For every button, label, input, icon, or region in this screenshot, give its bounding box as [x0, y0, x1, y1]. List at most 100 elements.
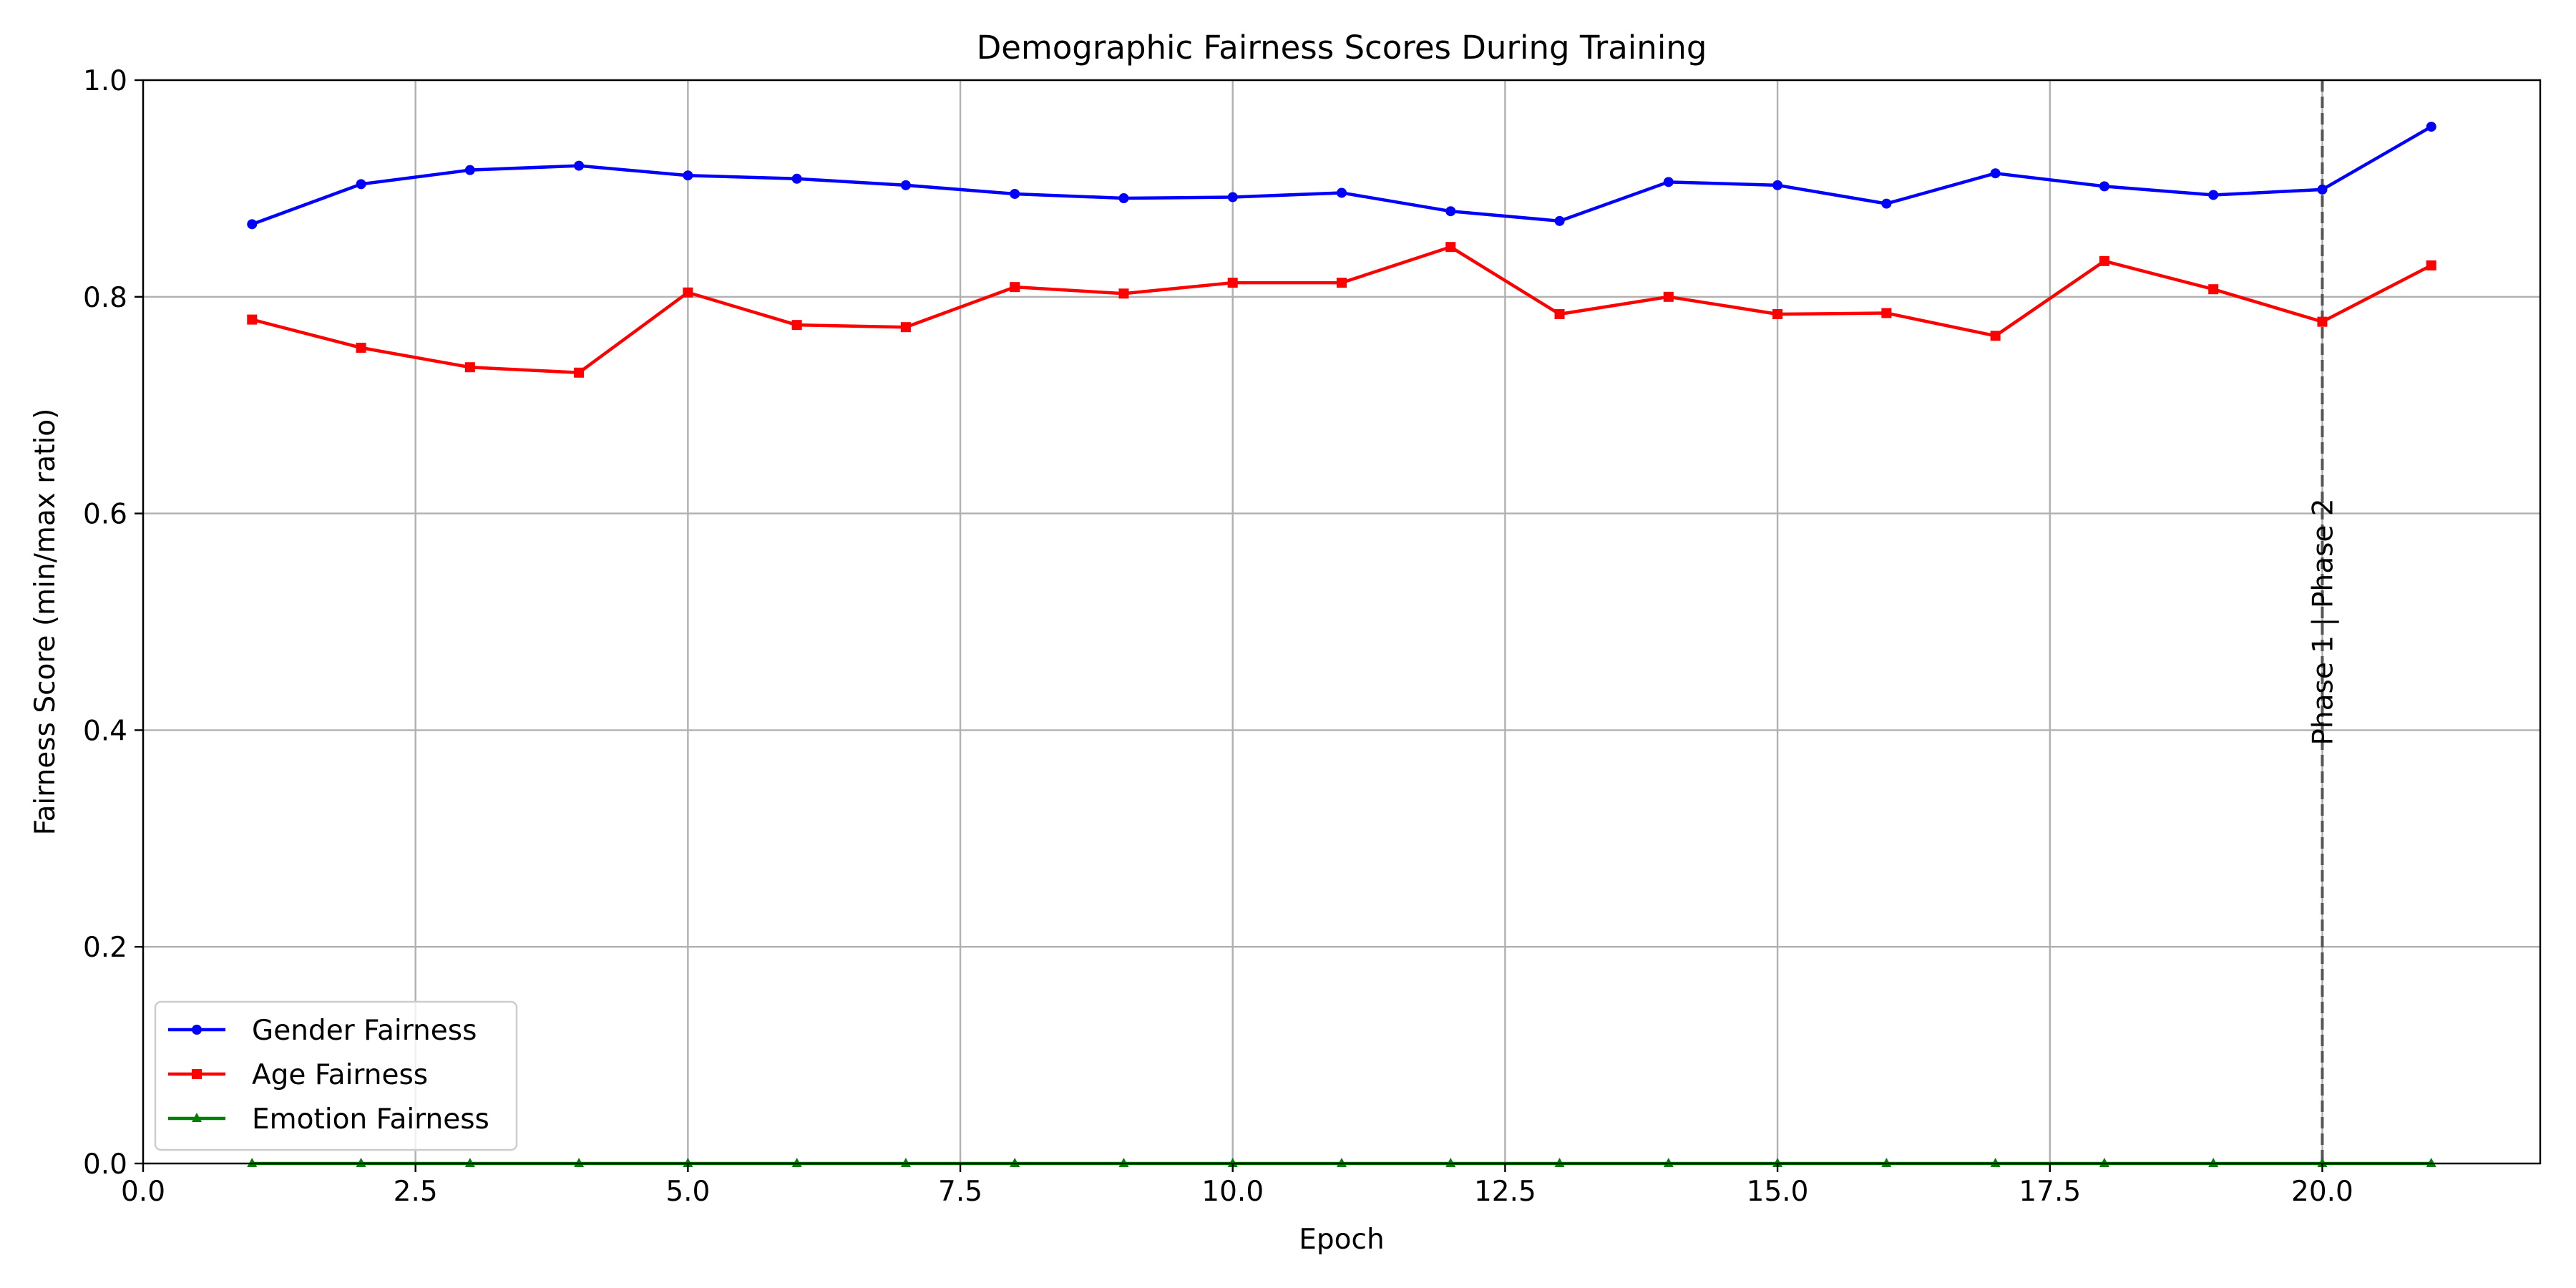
x-tick-label: 12.5: [1474, 1176, 1536, 1208]
gender-fairness-point: [2317, 184, 2328, 195]
x-tick-label: 20.0: [2291, 1176, 2353, 1208]
emotion-fairness-point: [1663, 1158, 1674, 1167]
emotion-fairness-point: [1445, 1158, 1456, 1167]
age-fairness-point: [2208, 284, 2219, 295]
x-tick-label: 5.0: [665, 1176, 710, 1208]
legend-swatch-marker: [192, 1069, 202, 1079]
x-tick-label: 17.5: [2019, 1176, 2081, 1208]
gender-fairness-point: [791, 173, 802, 184]
x-axis-label: Epoch: [1299, 1224, 1384, 1256]
emotion-fairness-point: [574, 1158, 585, 1167]
emotion-fairness-point: [1227, 1158, 1238, 1167]
phase-divider-label: Phase 1 | Phase 2: [2307, 498, 2339, 745]
age-fairness-point: [1881, 308, 1892, 318]
gender-fairness-point: [2426, 122, 2436, 132]
gender-fairness-line: [251, 125, 2432, 226]
legend-label: Age Fairness: [252, 1059, 428, 1091]
series-lines: [247, 122, 2436, 1167]
emotion-fairness-point: [2099, 1158, 2109, 1167]
gender-fairness-point: [1227, 192, 1238, 203]
gender-fairness-point: [574, 160, 585, 171]
age-fairness-point: [683, 287, 693, 298]
age-fairness-point: [1772, 309, 1783, 320]
age-fairness-point: [1990, 331, 2001, 341]
age-fairness-point: [574, 367, 585, 378]
gender-fairness-point: [356, 179, 366, 190]
age-fairness-point: [464, 362, 475, 373]
emotion-fairness-point: [1990, 1158, 2001, 1167]
legend-box: [154, 1000, 518, 1151]
age-fairness-point: [1554, 309, 1565, 320]
emotion-fairness-point: [2426, 1158, 2436, 1167]
y-axis-label: Fairness Score (min/max ratio): [29, 409, 62, 836]
gender-fairness-point: [1554, 215, 1565, 226]
gender-fairness-point: [1990, 168, 2001, 179]
annotations: Phase 1 | Phase 2: [2307, 80, 2339, 1163]
emotion-fairness-point: [1118, 1158, 1129, 1167]
gender-fairness-point: [1337, 187, 1347, 198]
gender-fairness-point: [2208, 190, 2219, 200]
emotion-fairness-point: [1772, 1158, 1783, 1167]
x-tick-label: 2.5: [394, 1176, 438, 1208]
gender-fairness-point: [900, 180, 911, 190]
x-tick-label: 10.0: [1201, 1176, 1264, 1208]
emotion-fairness-point: [2317, 1158, 2328, 1167]
emotion-fairness-point: [900, 1158, 911, 1167]
plot-frame: [142, 79, 2542, 1165]
gender-fairness-series: [247, 122, 2436, 230]
gender-fairness-point: [2099, 181, 2109, 192]
legend-item-emotion-fairness: Emotion Fairness: [168, 1103, 489, 1136]
y-tick-label: 0.8: [83, 282, 127, 314]
x-tick-label: 0.0: [121, 1176, 165, 1208]
age-fairness-point: [2099, 255, 2109, 266]
y-tick-label: 0.2: [83, 932, 127, 964]
legend-swatch-marker: [192, 1025, 202, 1035]
age-fairness-point: [2426, 260, 2436, 270]
emotion-fairness-point: [1554, 1158, 1565, 1167]
legend-label: Gender Fairness: [252, 1015, 477, 1047]
legend-item-age-fairness: Age Fairness: [168, 1059, 428, 1091]
chart-title: Demographic Fairness Scores During Train…: [977, 29, 1707, 67]
emotion-fairness-point: [1881, 1158, 1892, 1167]
age-fairness-point: [900, 322, 911, 333]
age-fairness-series: [247, 242, 2436, 378]
y-axis-ticks: 0.0 0.2 0.4 0.6 0.8 1.0: [83, 65, 143, 1181]
emotion-fairness-point: [791, 1158, 802, 1167]
gender-fairness-point: [1445, 206, 1456, 217]
age-fairness-point: [2317, 316, 2328, 327]
legend-item-gender-fairness: Gender Fairness: [168, 1015, 477, 1047]
gender-fairness-point: [1663, 177, 1674, 187]
gender-fairness-point: [1010, 188, 1020, 199]
y-tick-label: 0.4: [83, 715, 127, 747]
emotion-fairness-series: [247, 1158, 2436, 1167]
legend-label: Emotion Fairness: [252, 1103, 489, 1136]
y-tick-label: 1.0: [83, 65, 127, 97]
age-fairness-point: [1337, 278, 1347, 288]
emotion-fairness-point: [1010, 1158, 1020, 1167]
gender-fairness-point: [247, 219, 258, 230]
age-fairness-point: [247, 314, 258, 325]
emotion-fairness-point: [247, 1158, 258, 1167]
age-fairness-point: [1663, 291, 1674, 302]
gender-fairness-point: [464, 165, 475, 175]
gender-fairness-point: [1881, 198, 1892, 209]
age-fairness-point: [791, 320, 802, 331]
emotion-fairness-point: [356, 1158, 366, 1167]
legend-swatch-marker: [192, 1113, 202, 1122]
x-tick-label: 7.5: [938, 1176, 982, 1208]
emotion-fairness-point: [683, 1158, 693, 1167]
gender-fairness-point: [1118, 193, 1129, 204]
legend: Gender Fairness Age Fairness Emotion Fairn…: [154, 1000, 518, 1151]
age-fairness-point: [1010, 282, 1020, 293]
emotion-fairness-point: [464, 1158, 475, 1167]
age-fairness-point: [356, 342, 366, 353]
x-axis-ticks: 0.0 2.5 5.0 7.5 10.0 12.5 15.0 17.5 20.0: [121, 1163, 2353, 1208]
emotion-fairness-point: [1337, 1158, 1347, 1167]
age-fairness-point: [1227, 278, 1238, 288]
age-fairness-point: [1118, 288, 1129, 299]
y-tick-label: 0.6: [83, 499, 127, 531]
x-tick-label: 15.0: [1747, 1176, 1809, 1208]
y-tick-label: 0.0: [83, 1148, 127, 1181]
